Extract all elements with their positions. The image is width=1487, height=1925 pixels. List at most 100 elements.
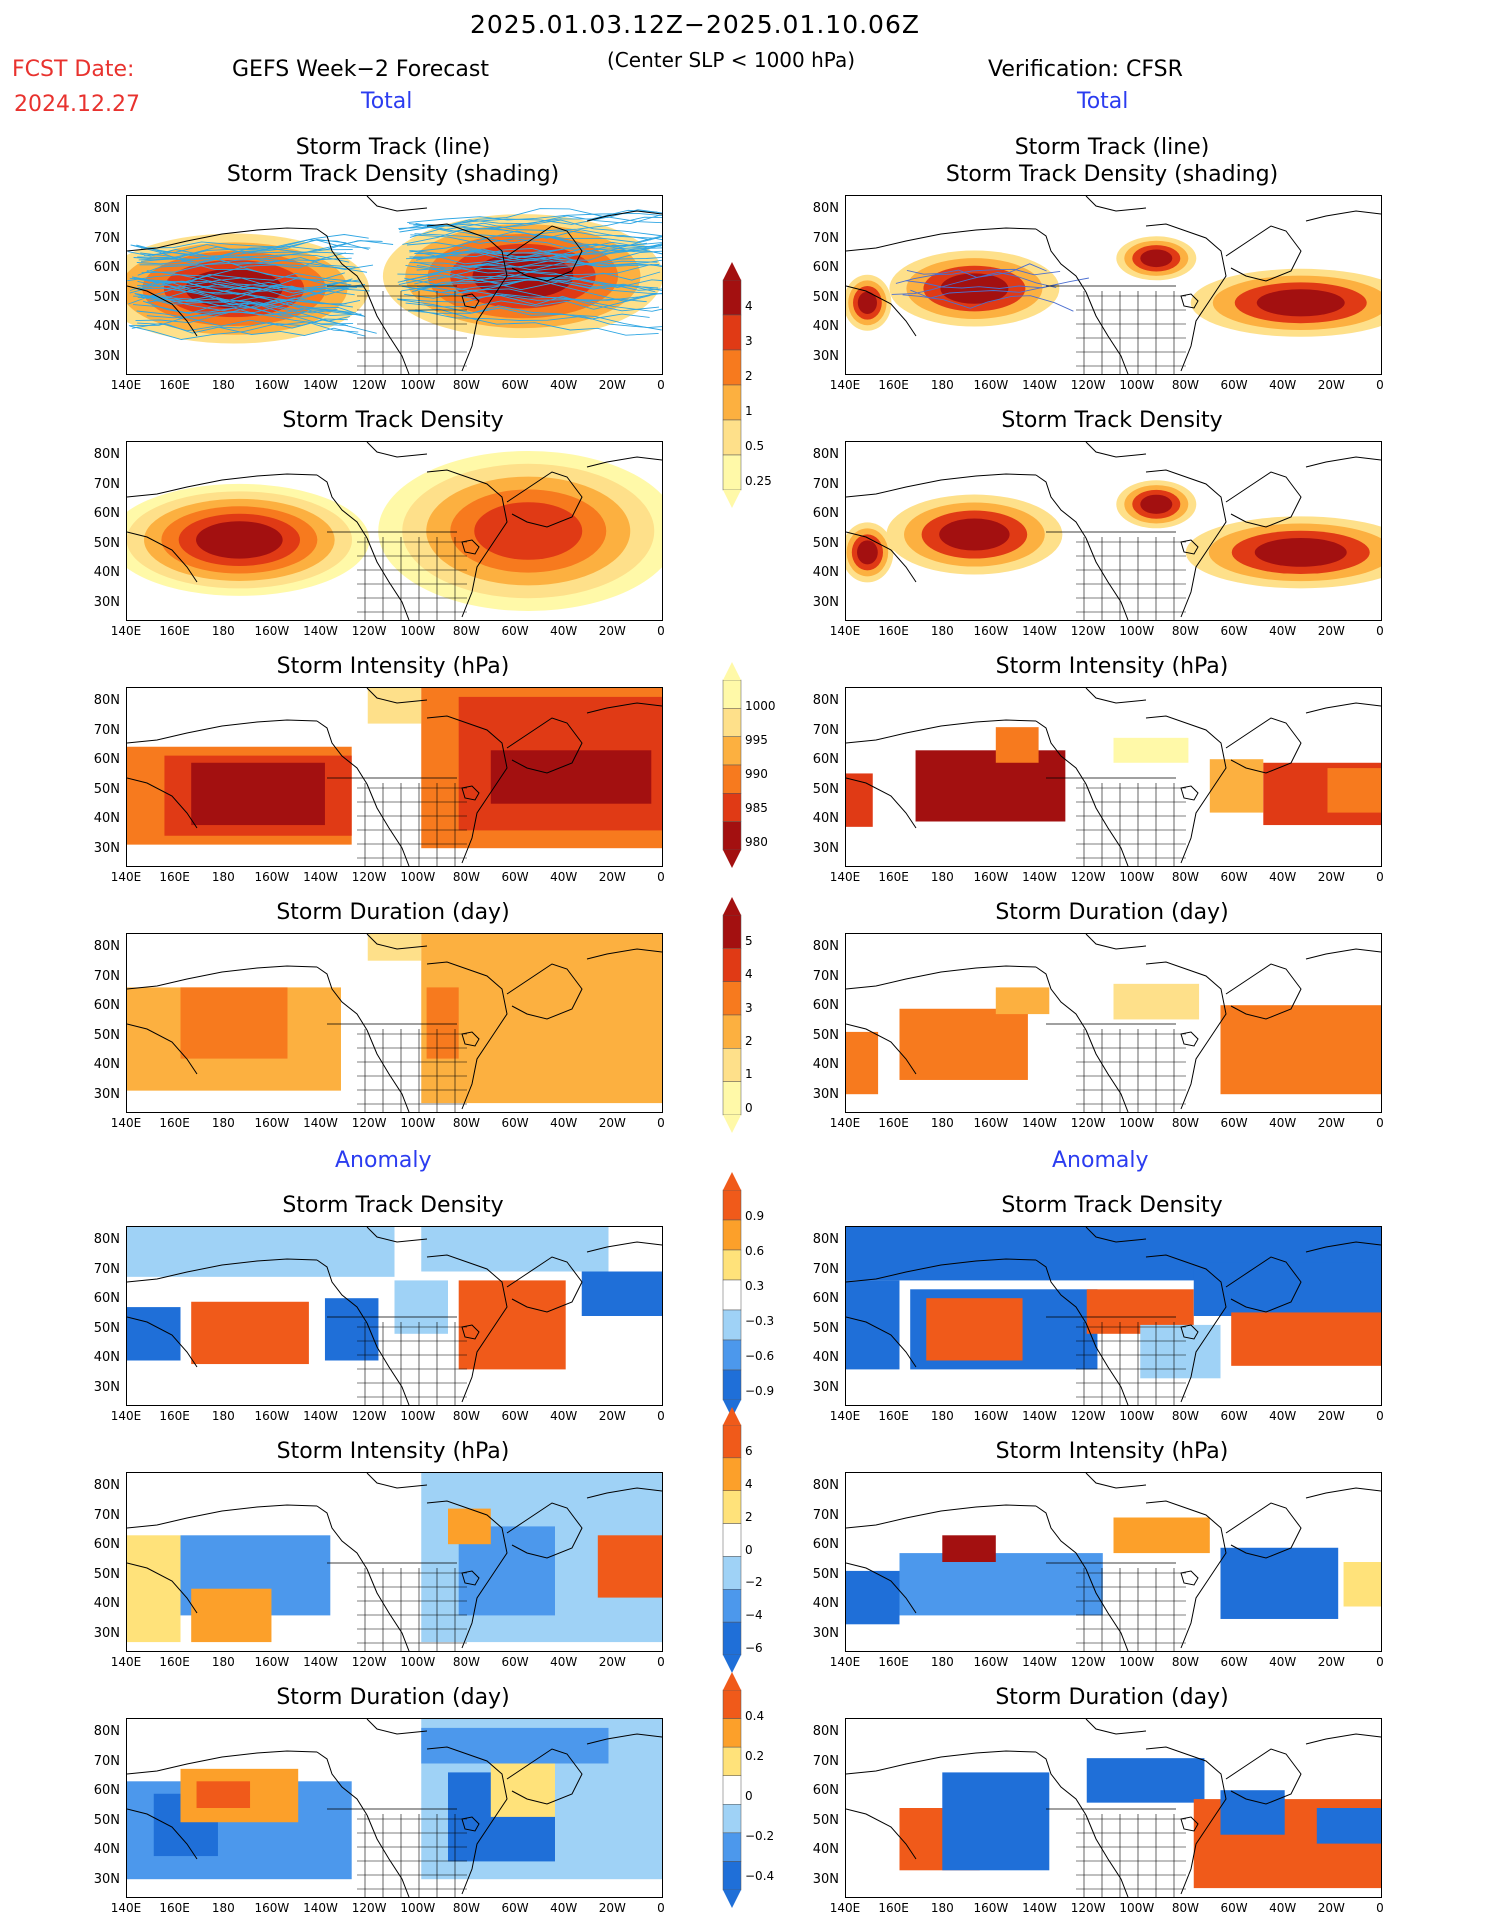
lat-tick-label: 70N (807, 1754, 839, 1769)
lat-tick-label: 60N (807, 998, 839, 1013)
lon-tick-label: 120W (1068, 1409, 1108, 1423)
lat-tick-label: 50N (807, 1028, 839, 1043)
panel-title-0-right-0: Storm Track (line) (892, 135, 1332, 160)
lon-tick-label: 20W (1311, 1901, 1351, 1915)
panel-title-2-right-0: Storm Intensity (hPa) (892, 654, 1332, 679)
colorbar-intensity-label: 1000 (745, 699, 776, 713)
panel-title-3-right-0: Storm Duration (day) (892, 900, 1332, 925)
lon-tick-label: 140W (1020, 1116, 1060, 1130)
lon-tick-label: 140E (106, 1655, 146, 1669)
colorbar-intensity-anom-label: 4 (745, 1477, 753, 1491)
lon-tick-label: 120W (1068, 1901, 1108, 1915)
lon-tick-label: 140E (106, 378, 146, 392)
colorbar-intensity-anom-label: −2 (745, 1575, 763, 1589)
lon-tick-label: 80W (446, 378, 486, 392)
lon-tick-label: 180 (922, 870, 962, 884)
lon-tick-label: 120W (349, 1116, 389, 1130)
lat-tick-label: 40N (807, 811, 839, 826)
lon-tick-label: 160E (874, 1655, 914, 1669)
map-panel-4-right (845, 1226, 1382, 1406)
lat-tick-label: 40N (807, 1350, 839, 1365)
panel-title-1-right-0: Storm Track Density (892, 408, 1332, 433)
lat-tick-label: 80N (88, 1232, 120, 1247)
lon-tick-label: 160W (971, 1655, 1011, 1669)
lat-tick-label: 50N (88, 782, 120, 797)
lon-tick-label: 140W (301, 1901, 341, 1915)
lon-tick-label: 140E (825, 1116, 865, 1130)
lat-tick-label: 70N (807, 1262, 839, 1277)
lon-tick-label: 160E (155, 1655, 195, 1669)
lon-tick-label: 20W (592, 870, 632, 884)
lon-tick-label: 160W (252, 870, 292, 884)
lon-tick-label: 0 (1360, 870, 1400, 884)
lat-tick-label: 60N (807, 752, 839, 767)
lon-tick-label: 160W (971, 870, 1011, 884)
lon-tick-label: 20W (592, 1655, 632, 1669)
lat-tick-label: 70N (88, 231, 120, 246)
section-total-left: Total (361, 89, 412, 114)
lon-tick-label: 100W (1117, 1655, 1157, 1669)
lon-tick-label: 120W (1068, 378, 1108, 392)
lon-tick-label: 160W (252, 1901, 292, 1915)
colorbar-duration-label: 2 (745, 1034, 753, 1048)
lat-tick-label: 50N (807, 1813, 839, 1828)
lon-tick-label: 180 (203, 624, 243, 638)
lon-tick-label: 160E (155, 870, 195, 884)
lon-tick-label: 0 (641, 624, 681, 638)
lon-tick-label: 160W (252, 1655, 292, 1669)
panel-title-0-left-1: Storm Track Density (shading) (173, 162, 613, 187)
lat-tick-label: 80N (88, 201, 120, 216)
lon-tick-label: 160E (874, 1409, 914, 1423)
lon-tick-label: 0 (1360, 1409, 1400, 1423)
colorbar-duration-anom-label: 0.4 (745, 1709, 764, 1723)
lon-tick-label: 80W (446, 1409, 486, 1423)
lon-tick-label: 100W (398, 1901, 438, 1915)
lon-tick-label: 100W (398, 1116, 438, 1130)
panel-title-0-right-1: Storm Track Density (shading) (892, 162, 1332, 187)
colorbar-density-label: 2 (745, 369, 753, 383)
lon-tick-label: 100W (398, 870, 438, 884)
colorbar-duration-label: 4 (745, 967, 753, 981)
lat-tick-label: 50N (88, 1321, 120, 1336)
lat-tick-label: 40N (807, 1842, 839, 1857)
lat-tick-label: 50N (88, 290, 120, 305)
lat-tick-label: 60N (88, 1291, 120, 1306)
lat-tick-label: 60N (88, 998, 120, 1013)
lat-tick-label: 40N (807, 319, 839, 334)
lat-tick-label: 60N (807, 1537, 839, 1552)
lat-tick-label: 70N (807, 1508, 839, 1523)
lat-tick-label: 60N (807, 1783, 839, 1798)
lon-tick-label: 140W (301, 870, 341, 884)
colorbar-density-anom-label: −0.9 (745, 1384, 774, 1398)
lat-tick-label: 70N (88, 1508, 120, 1523)
lon-tick-label: 140W (1020, 378, 1060, 392)
lon-tick-label: 0 (641, 1116, 681, 1130)
fcst-date-label: FCST Date: (12, 57, 134, 82)
lon-tick-label: 140E (106, 1901, 146, 1915)
lat-tick-label: 30N (807, 595, 839, 610)
lon-tick-label: 140E (825, 870, 865, 884)
lat-tick-label: 40N (88, 811, 120, 826)
lat-tick-label: 40N (807, 565, 839, 580)
lon-tick-label: 80W (446, 1901, 486, 1915)
map-panel-5-right (845, 1472, 1382, 1652)
colorbar-duration-anom-label: −0.2 (745, 1829, 774, 1843)
lon-tick-label: 60W (1214, 1116, 1254, 1130)
colorbar-density-label: 0.25 (745, 474, 772, 488)
lon-tick-label: 160W (252, 378, 292, 392)
map-panel-3-left (126, 933, 663, 1113)
lon-tick-label: 60W (495, 1901, 535, 1915)
lon-tick-label: 160E (155, 1901, 195, 1915)
lon-tick-label: 20W (592, 1409, 632, 1423)
lat-tick-label: 80N (807, 1724, 839, 1739)
lon-tick-label: 20W (1311, 1116, 1351, 1130)
lon-tick-label: 100W (398, 1409, 438, 1423)
lon-tick-label: 140W (1020, 1409, 1060, 1423)
map-panel-5-left (126, 1472, 663, 1652)
lon-tick-label: 180 (922, 1655, 962, 1669)
lat-tick-label: 40N (807, 1057, 839, 1072)
lon-tick-label: 20W (592, 1901, 632, 1915)
lon-tick-label: 40W (544, 1655, 584, 1669)
cfsr-title: Verification: CFSR (988, 57, 1183, 82)
colorbar-density-anom (718, 1170, 748, 1420)
